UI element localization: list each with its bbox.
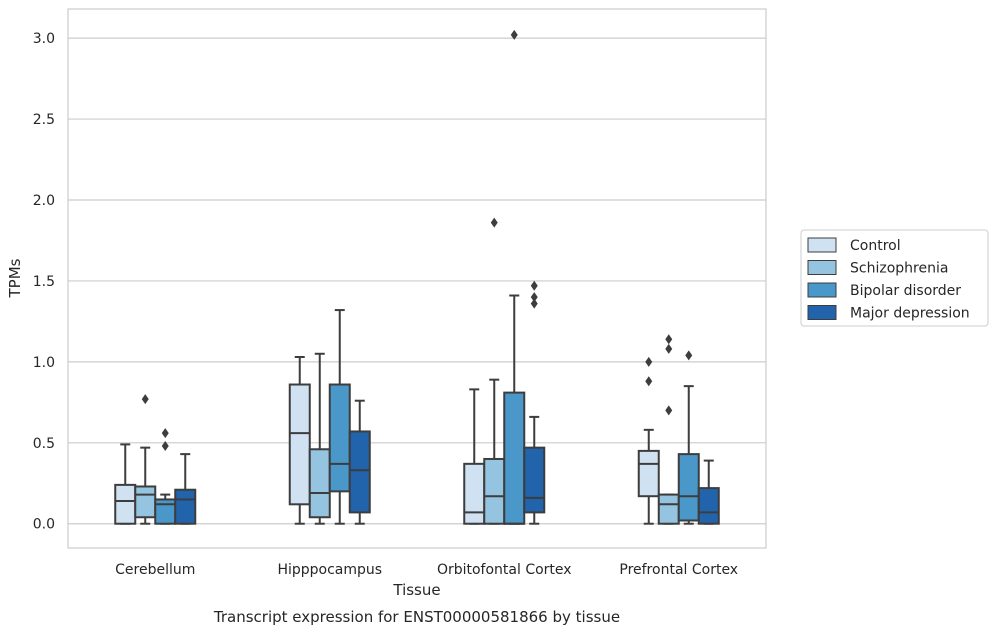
box-group [328, 309, 351, 525]
box [697, 487, 720, 525]
y-tick-label: 2.0 [33, 193, 55, 209]
box [657, 493, 680, 525]
legend-label: Schizophrenia [850, 261, 948, 277]
outlier-point [490, 217, 498, 228]
plot-frame [67, 8, 767, 549]
box-group [483, 217, 506, 525]
outlier-point [530, 292, 538, 303]
y-tick-label: 2.5 [33, 112, 55, 128]
box-group [677, 350, 700, 525]
box-group [308, 352, 331, 525]
y-tick-label: 0.0 [33, 517, 55, 533]
outlier-point [645, 376, 653, 387]
y-tick-label: 1.0 [33, 355, 55, 371]
outlier-point [161, 441, 169, 452]
y-tick-label: 1.5 [33, 274, 55, 290]
box [308, 448, 331, 519]
box-group [288, 356, 311, 525]
box [463, 462, 486, 525]
outlier-point [141, 394, 149, 405]
box [348, 430, 371, 514]
box-group [503, 29, 526, 525]
x-tick-label: Orbitofontal Cortex [437, 562, 572, 578]
box-group [657, 334, 680, 525]
outlier-point [510, 29, 518, 40]
x-tick-label: Hipppocampus [277, 562, 382, 578]
legend-label: Bipolar disorder [850, 283, 961, 299]
box [483, 457, 506, 525]
legend-swatch [807, 260, 837, 275]
gridlines [68, 37, 766, 525]
box [154, 498, 177, 525]
box-group [463, 388, 486, 525]
outlier-point [530, 298, 538, 309]
x-tick-labels: Cerebellum Hipppocampus Orbitofontal Corte… [115, 562, 738, 578]
box [174, 488, 197, 525]
box-group [134, 394, 157, 525]
box-group [523, 280, 546, 525]
x-axis-title: Tissue [392, 581, 440, 599]
outlier-point [665, 343, 673, 354]
legend-swatch [807, 282, 837, 298]
outlier-point [161, 428, 169, 439]
legend-swatch [807, 237, 837, 253]
box [677, 453, 700, 522]
x-tick-label: Cerebellum [115, 562, 195, 578]
legend-label: Major depression [850, 306, 970, 322]
y-axis-title: TPMs [6, 258, 24, 298]
outlier-point [665, 334, 673, 345]
box [637, 449, 660, 498]
y-tick-label: 3.0 [33, 31, 55, 47]
box [288, 383, 311, 506]
legend-frame [800, 229, 989, 327]
y-tick-label: 0.5 [33, 436, 55, 452]
chart-caption: Transcript expression for ENST0000058186… [213, 608, 620, 626]
boxes [114, 29, 720, 525]
box-group [154, 428, 177, 525]
box [503, 391, 526, 525]
box-group [174, 453, 197, 525]
box [523, 446, 546, 514]
box-group [637, 356, 660, 525]
legend-swatch [807, 305, 837, 320]
y-tick-labels: 0.0 0.5 1.0 1.5 2.0 2.5 3.0 [33, 31, 55, 533]
legend: Control Schizophrenia Bipolar disorder Majo… [800, 229, 989, 327]
box [134, 485, 157, 519]
box-group [114, 443, 137, 525]
box [328, 383, 351, 493]
box [114, 483, 137, 525]
box-group [697, 459, 720, 525]
legend-label: Control [850, 238, 901, 254]
box-group [348, 399, 371, 525]
outlier-point [665, 405, 673, 416]
x-tick-label: Prefrontal Cortex [619, 562, 738, 578]
outlier-point [645, 356, 653, 367]
outlier-point [685, 350, 693, 361]
outlier-point [530, 280, 538, 291]
